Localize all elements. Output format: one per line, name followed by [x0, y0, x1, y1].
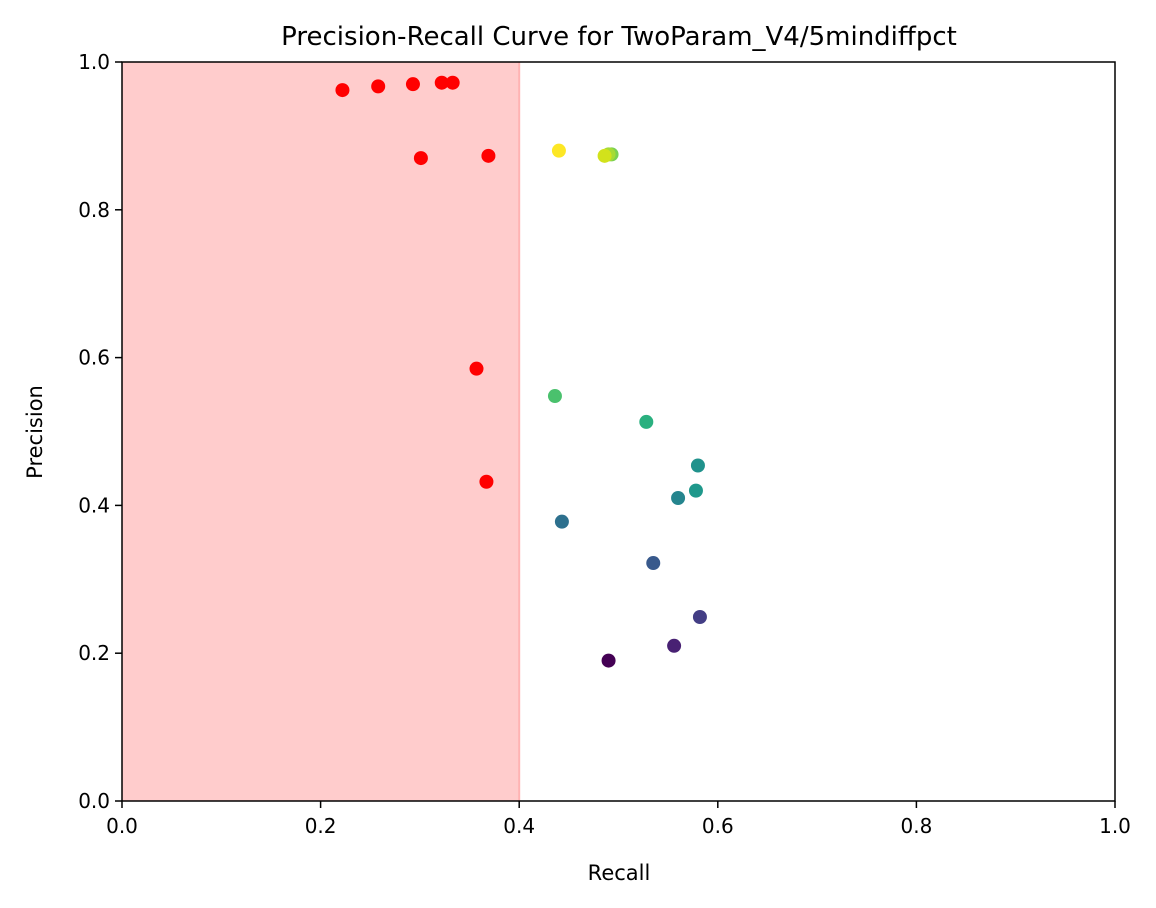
y-tick-label: 0.2 [78, 641, 110, 665]
scatter-point [481, 148, 496, 163]
scatter-point [554, 514, 569, 529]
scatter-point [445, 75, 460, 90]
scatter-point [667, 638, 682, 653]
x-tick-label: 0.4 [503, 814, 535, 838]
scatter-point [597, 148, 612, 163]
y-tick-label: 0.8 [78, 198, 110, 222]
scatter-point [601, 653, 616, 668]
scatter-point [646, 556, 661, 571]
scatter-point [405, 77, 420, 92]
scatter-point [335, 83, 350, 98]
scatter-point [413, 151, 428, 166]
scatter-point [547, 389, 562, 404]
x-axis-ticks: 0.0 0.2 0.4 0.6 0.8 1.0 [106, 801, 1131, 838]
y-axis-label: Precision [23, 385, 47, 479]
x-tick-label: 0.6 [702, 814, 734, 838]
y-tick-label: 0.6 [78, 346, 110, 370]
x-axis-label: Recall [588, 861, 651, 885]
scatter-point [692, 609, 707, 624]
y-tick-label: 1.0 [78, 50, 110, 74]
scatter-point [690, 458, 705, 473]
chart-title: Precision-Recall Curve for TwoParam_V4/5… [281, 22, 957, 52]
y-tick-label: 0.0 [78, 789, 110, 813]
scatter-point [688, 483, 703, 498]
points-layer [335, 75, 707, 668]
scatter-point [639, 414, 654, 429]
scatter-point [371, 79, 386, 94]
plot-frame [121, 61, 1116, 802]
y-axis-ticks: 0.0 0.2 0.4 0.6 0.8 1.0 [78, 50, 122, 813]
scatter-point [434, 75, 449, 90]
x-tick-label: 0.8 [900, 814, 932, 838]
y-tick-label: 0.4 [78, 493, 110, 517]
scatter-point [479, 474, 494, 489]
scatter-point [551, 143, 566, 158]
x-tick-label: 1.0 [1099, 814, 1131, 838]
shaded-region [122, 62, 520, 801]
x-tick-label: 0.2 [305, 814, 337, 838]
scatter-point [671, 491, 686, 506]
x-tick-label: 0.0 [106, 814, 138, 838]
scatter-point [469, 361, 484, 376]
